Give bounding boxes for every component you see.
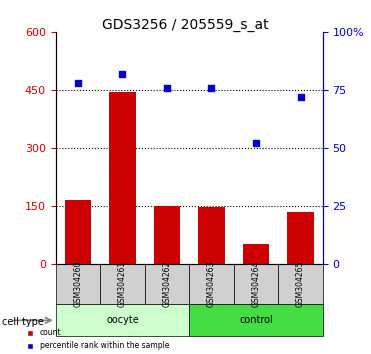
Bar: [154, 206, 180, 264]
Point: [209, 85, 214, 90]
Point: [253, 141, 259, 146]
Text: cell type: cell type: [2, 317, 44, 327]
FancyBboxPatch shape: [234, 264, 278, 304]
FancyBboxPatch shape: [56, 304, 189, 336]
Bar: [198, 207, 225, 264]
Text: GSM304261: GSM304261: [118, 261, 127, 307]
Legend: count, percentile rank within the sample: count, percentile rank within the sample: [22, 329, 170, 350]
Bar: [109, 92, 136, 264]
Bar: [243, 245, 269, 264]
Text: GSM304265: GSM304265: [296, 261, 305, 307]
Point: [298, 94, 303, 99]
FancyBboxPatch shape: [189, 304, 323, 336]
Bar: [287, 212, 314, 264]
Text: GSM304264: GSM304264: [252, 261, 260, 307]
Text: GSM304263: GSM304263: [207, 261, 216, 307]
FancyBboxPatch shape: [189, 264, 234, 304]
Point: [164, 85, 170, 90]
Text: GSM304260: GSM304260: [73, 261, 82, 307]
FancyBboxPatch shape: [278, 264, 323, 304]
Text: GSM304262: GSM304262: [162, 261, 171, 307]
Text: control: control: [239, 315, 273, 325]
FancyBboxPatch shape: [100, 264, 145, 304]
FancyBboxPatch shape: [56, 264, 100, 304]
Text: oocyte: oocyte: [106, 315, 139, 325]
Bar: [65, 200, 91, 264]
Point: [75, 80, 81, 86]
FancyBboxPatch shape: [145, 264, 189, 304]
Text: GDS3256 / 205559_s_at: GDS3256 / 205559_s_at: [102, 18, 269, 32]
Point: [119, 71, 125, 76]
